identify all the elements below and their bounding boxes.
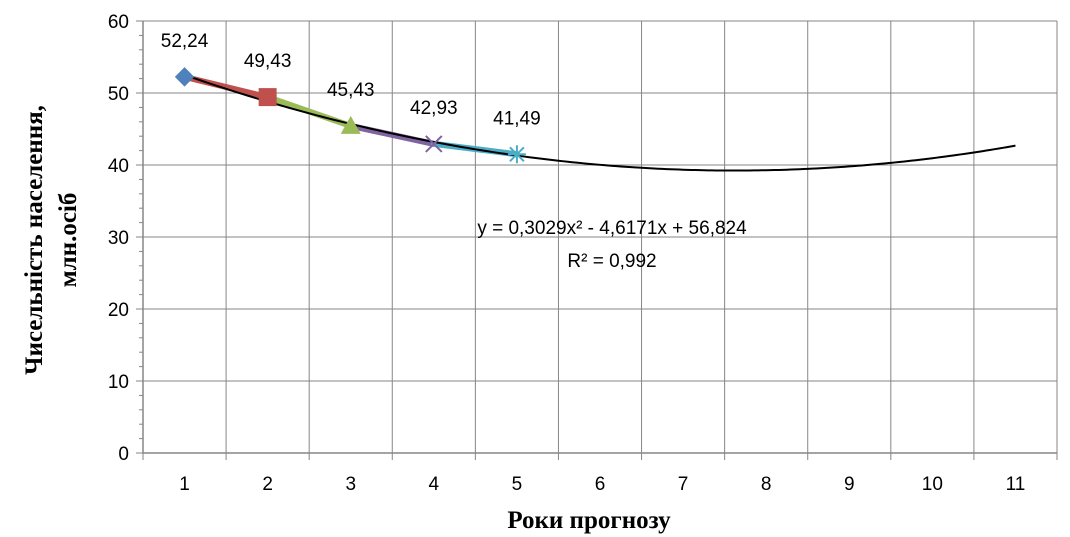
y-tick-label: 20	[108, 300, 129, 321]
chart-axes	[136, 20, 1058, 460]
x-tick-label: 9	[844, 474, 855, 495]
trendline-r-squared: R² = 0,992	[567, 251, 656, 272]
y-tick-label: 60	[108, 12, 129, 33]
data-label: 45,43	[327, 80, 375, 101]
data-label: 42,93	[410, 98, 458, 119]
data-markers	[174, 67, 526, 164]
trendline-group	[184, 73, 1016, 172]
y-tick-label: 50	[108, 84, 129, 105]
series-segment	[347, 122, 437, 147]
x-tick-label: 11	[1006, 474, 1026, 495]
tick-labels: 0 10 20 30 40 50 60 1 2 3 4 5 6 7 8 9 10 11	[108, 12, 1025, 495]
data-labels: 52,24 49,43 45,43 42,93 41,49	[161, 31, 541, 129]
trendline-path	[184, 73, 1016, 172]
y-axis-title: Чисельність населення, млн.осіб	[21, 105, 82, 375]
data-label: 41,49	[493, 108, 541, 129]
y-axis-title-line-2: млн.осіб	[55, 193, 82, 288]
diamond-marker	[174, 67, 195, 87]
data-label: 52,24	[161, 31, 209, 52]
x-tick-label: 10	[922, 474, 943, 495]
y-axis-title-line-1: Чисельність населення,	[21, 105, 48, 375]
x-tick-label: 8	[761, 474, 772, 495]
x-tick-label: 7	[678, 474, 689, 495]
x-tick-label: 1	[179, 474, 190, 495]
x-tick-label: 2	[262, 474, 273, 495]
trendline-equation: y = 0,3029x² - 4,6171x + 56,824	[477, 218, 747, 239]
x-tick-label: 3	[345, 474, 356, 495]
x-tick-label: 5	[512, 474, 523, 495]
x-tick-label: 4	[429, 474, 440, 495]
y-tick-label: 40	[108, 156, 129, 177]
y-tick-label: 0	[118, 444, 129, 465]
y-tick-label: 30	[108, 228, 129, 249]
square-marker	[258, 88, 277, 107]
x-tick-label: 6	[595, 474, 606, 495]
data-label: 49,43	[244, 51, 292, 72]
x-axis-title: Роки прогнозу	[507, 507, 671, 534]
triangle-marker	[340, 115, 361, 134]
y-tick-label: 10	[108, 372, 129, 393]
x-marker	[425, 135, 443, 153]
star-marker	[507, 145, 526, 164]
